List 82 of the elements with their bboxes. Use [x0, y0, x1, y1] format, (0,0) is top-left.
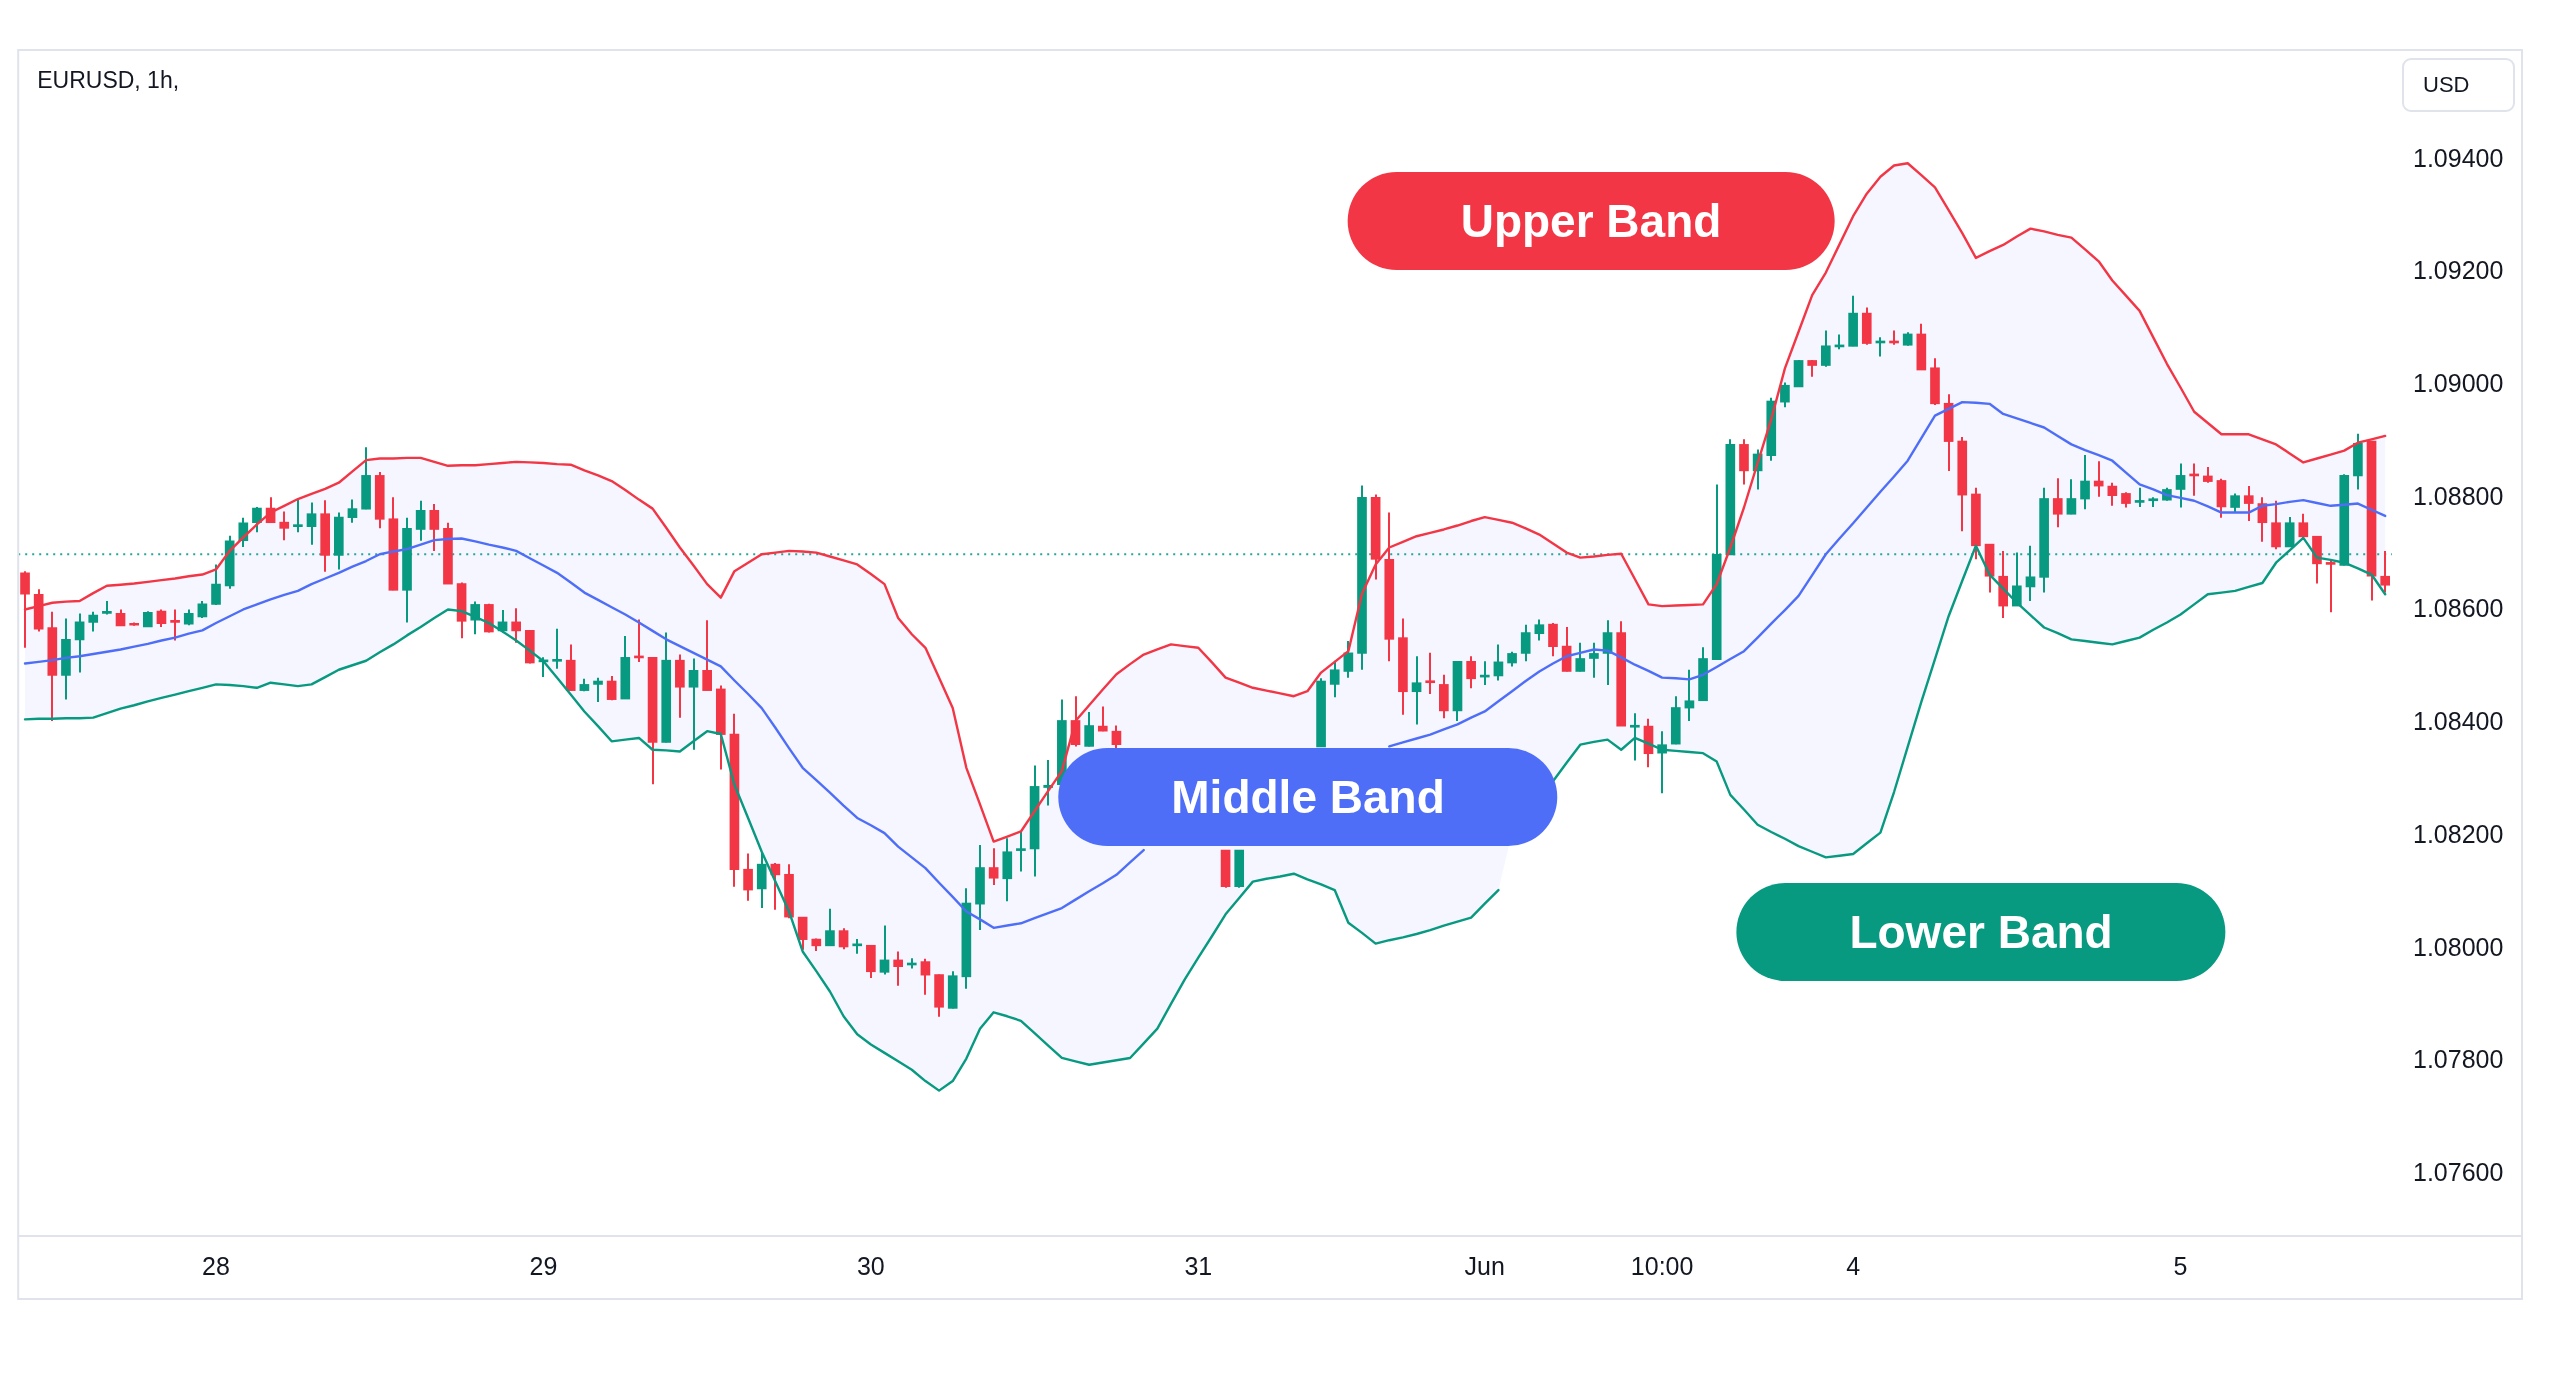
candlestick [1016, 830, 1026, 873]
candlestick [1630, 712, 1640, 762]
candlestick [2052, 477, 2063, 529]
candlestick [347, 498, 358, 524]
y-tick-label: 1.08200 [2413, 819, 2504, 848]
candlestick [293, 498, 303, 534]
y-tick-label: 1.09400 [2413, 143, 2504, 172]
y-tick-label: 1.07600 [2413, 1157, 2504, 1186]
candlestick [279, 510, 290, 542]
candlestick [1589, 641, 1599, 679]
candlestick [1111, 724, 1122, 750]
x-tick-label: 5 [2173, 1251, 2188, 1280]
y-tick-label: 1.08600 [2413, 594, 2504, 623]
annotation: Middle Band [1171, 770, 1445, 823]
x-tick-label: 30 [856, 1251, 885, 1280]
candlestick [470, 600, 481, 636]
y-tick-label: 1.08400 [2413, 707, 2504, 736]
candlestick [838, 927, 849, 951]
y-tick-label: 1.08000 [2413, 932, 2504, 961]
candlestick [893, 950, 903, 987]
annotation: Lower Band [1849, 906, 2113, 959]
candlestick [2107, 481, 2118, 507]
candlestick [1548, 622, 1558, 658]
candlestick [306, 501, 317, 546]
y-tick-label: 1.07800 [2413, 1045, 2504, 1074]
candlestick [2175, 462, 2186, 509]
y-axis-title: USD [2423, 72, 2470, 98]
candlestick [2243, 485, 2254, 523]
y-tick-label: 1.09000 [2413, 369, 2504, 398]
candlestick [797, 916, 808, 951]
candlestick [1684, 668, 1695, 723]
candlestick [688, 657, 699, 751]
x-tick-label: 28 [202, 1251, 230, 1280]
candlestick [2080, 454, 2090, 511]
candlestick [1821, 329, 1831, 368]
candlestick [511, 607, 521, 644]
candlestick [415, 499, 426, 542]
x-tick-label: 4 [1846, 1251, 1861, 1280]
rounded-badge: Lower Band [1736, 883, 2226, 981]
y-tick-label: 1.08800 [2413, 481, 2504, 510]
candlestick [2380, 549, 2391, 594]
candlestick [1411, 655, 1422, 726]
candlestick [606, 674, 617, 702]
candlestick [1534, 618, 1545, 642]
rounded-badge: Middle Band [1058, 747, 1558, 846]
candlestick [1425, 651, 1436, 695]
candlestick [1097, 705, 1108, 733]
candlestick [2298, 512, 2309, 539]
candlestick [1520, 623, 1531, 663]
x-tick-label: 29 [529, 1251, 558, 1280]
candlestick [2325, 560, 2336, 614]
x-tick-label: 31 [1184, 1251, 1213, 1280]
y-tick-label: 1.09200 [2413, 256, 2504, 285]
candlestick [988, 847, 999, 886]
candlestick [920, 957, 931, 996]
candlestick [170, 608, 180, 642]
candlestick [88, 610, 99, 633]
candlestick [825, 907, 835, 947]
candlestick [2230, 492, 2240, 514]
candlestick [2093, 460, 2104, 498]
annotation: Upper Band [1460, 195, 1722, 248]
candlestick [743, 852, 753, 902]
candlestick [2012, 551, 2022, 608]
candlestick [1575, 641, 1586, 673]
x-tick-label: Jun [1464, 1251, 1505, 1280]
candlestick [1780, 381, 1790, 409]
x-tick-label: 10:00 [1630, 1251, 1694, 1280]
candlestick [702, 619, 712, 692]
candlestick [1466, 655, 1476, 690]
candlestick [211, 563, 221, 606]
candlestick [1084, 711, 1094, 748]
candlestick [74, 612, 85, 674]
candlestick [552, 627, 562, 670]
text: EURUSD, 1h, [37, 67, 180, 94]
candlestick [2134, 486, 2145, 508]
rounded-badge: Upper Band [1347, 172, 1835, 270]
candlestick [593, 676, 603, 703]
candlestick [252, 505, 262, 534]
candlestick [429, 503, 440, 552]
candlestick [2025, 544, 2036, 603]
candlestick [879, 924, 890, 976]
candlestick [2066, 478, 2077, 516]
